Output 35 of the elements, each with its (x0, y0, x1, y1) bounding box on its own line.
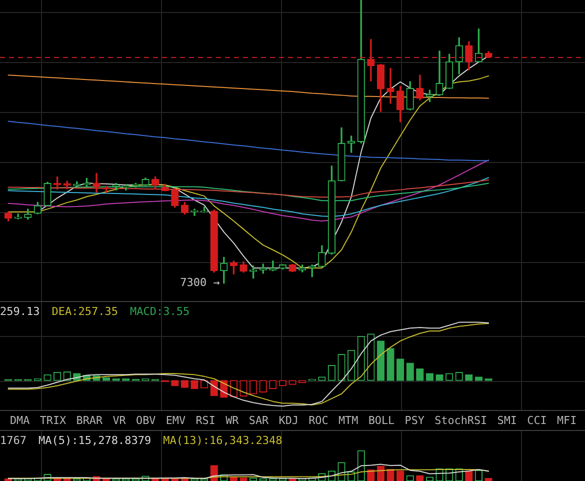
bar (474, 376, 483, 381)
candlestick (386, 68, 394, 104)
text: DEA:257.35 (52, 305, 118, 319)
bar (376, 466, 385, 481)
bar (406, 362, 414, 381)
bar (386, 348, 394, 381)
bar (396, 358, 404, 381)
text: StochRSI (434, 413, 488, 429)
text: MTM (338, 413, 358, 429)
text: MACD:3.55 (130, 305, 190, 319)
text: SMI (497, 413, 517, 429)
text: OBV (136, 413, 156, 429)
text: TRIX (40, 413, 66, 429)
text: CCI (527, 413, 547, 429)
text: DMA (10, 413, 30, 429)
text: RSI (196, 413, 216, 429)
text: MA(13):16,343.2348 (163, 434, 282, 448)
text: BRAR (76, 413, 103, 429)
text: ROC (308, 413, 328, 429)
text: 1767 (0, 434, 26, 448)
bar (376, 340, 385, 381)
text: MA(5):15,278.8379 (38, 434, 152, 448)
text: BOLL (368, 413, 395, 429)
text: PSY (404, 413, 424, 429)
bar (230, 477, 238, 481)
text: EMV (166, 413, 186, 429)
text: 259.13 (0, 305, 40, 319)
text: SAR (248, 413, 269, 429)
candlestick (92, 173, 100, 193)
annotation: 7300 → (180, 276, 220, 290)
text: MFI (557, 413, 577, 429)
text: WR (226, 413, 239, 429)
bar (210, 380, 218, 396)
text: KDJ (278, 413, 298, 429)
text: VR (112, 413, 126, 429)
